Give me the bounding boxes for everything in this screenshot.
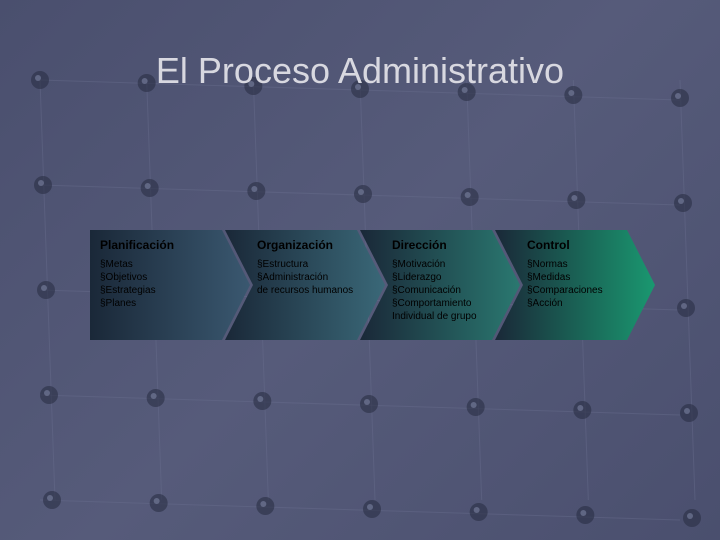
stage-item: §Medidas — [527, 271, 637, 284]
stage-item: de recursos humanos — [257, 284, 367, 297]
stage-item: §Motivación — [392, 258, 502, 271]
stage-item: §Comparaciones — [527, 284, 637, 297]
stage-item: §Objetivos — [100, 271, 232, 284]
stage-item: §Estrategias — [100, 284, 232, 297]
stage-title: Dirección — [392, 238, 502, 254]
stage-item: §Administración — [257, 271, 367, 284]
stage-item: §Planes — [100, 297, 232, 310]
stage-item: §Normas — [527, 258, 637, 271]
stage-item: §Metas — [100, 258, 232, 271]
process-flow: Planificación §Metas§Objetivos§Estrategia… — [90, 230, 650, 340]
stage-title: Organización — [257, 238, 367, 254]
stage-item: Individual de grupo — [392, 310, 502, 323]
page-title: El Proceso Administrativo — [0, 50, 720, 92]
stage-item: §Comunicación — [392, 284, 502, 297]
stage-title: Planificación — [100, 238, 232, 254]
stage-3: Control §Normas§Medidas§Comparaciones§Acc… — [495, 230, 655, 340]
stage-title: Control — [527, 238, 637, 254]
stage-item: §Liderazgo — [392, 271, 502, 284]
stage-item: §Acción — [527, 297, 637, 310]
stage-item: §Comportamiento — [392, 297, 502, 310]
stage-item: §Estructura — [257, 258, 367, 271]
